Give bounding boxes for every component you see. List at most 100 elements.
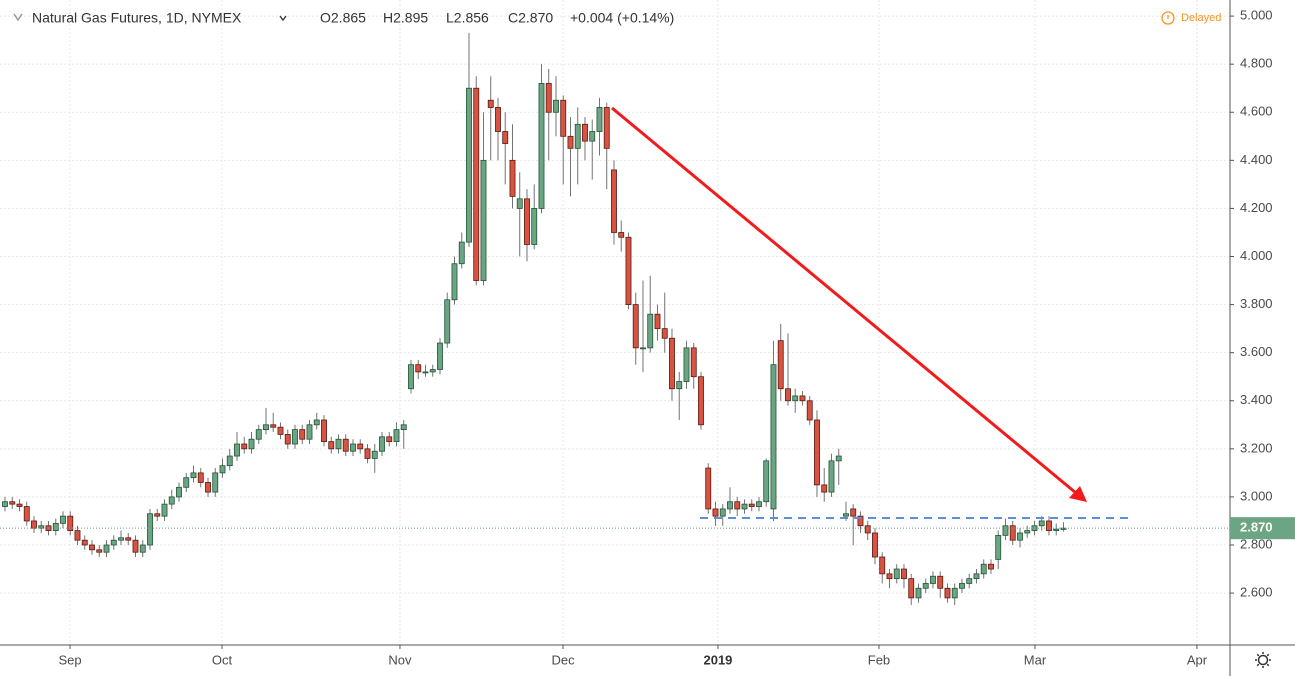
candle-body xyxy=(350,443,356,452)
candle-body xyxy=(205,482,211,493)
candle-body xyxy=(110,539,117,546)
candle-body xyxy=(806,400,813,421)
candle-body xyxy=(270,424,277,428)
candle-body xyxy=(835,455,842,462)
y-tick-label: 4.200 xyxy=(1240,200,1273,215)
candle-body xyxy=(487,99,494,108)
candle-body xyxy=(799,395,806,402)
y-tick-label: 3.800 xyxy=(1240,296,1273,311)
candle-body xyxy=(226,455,233,467)
y-tick-label: 2.600 xyxy=(1240,585,1273,600)
candle-body xyxy=(553,99,559,113)
delayed-icon xyxy=(1161,11,1175,25)
candle-body xyxy=(777,340,784,390)
candle-body xyxy=(988,563,994,570)
candle-body xyxy=(1017,532,1023,541)
candle-body xyxy=(2,501,8,507)
candle-body xyxy=(676,381,683,390)
candle-body xyxy=(1009,525,1016,541)
candle-body xyxy=(241,443,248,450)
last-price-label: 2.870 xyxy=(1240,520,1273,535)
candle-body xyxy=(1053,528,1060,531)
candle-body xyxy=(618,232,625,238)
candle-body xyxy=(930,575,936,584)
candle-body xyxy=(582,123,588,142)
candle-body xyxy=(922,583,929,589)
candle-body xyxy=(705,467,712,510)
candle-body xyxy=(560,99,567,137)
candle-body xyxy=(176,486,182,498)
delayed-label[interactable]: Delayed xyxy=(1181,12,1221,24)
candle-body xyxy=(96,549,103,553)
ohlc-change: +0.004 (+0.14%) xyxy=(570,10,674,26)
candle-body xyxy=(422,371,429,374)
candle-body xyxy=(647,313,654,349)
candle-body xyxy=(792,395,799,402)
candle-body xyxy=(1024,530,1031,534)
candle-body xyxy=(850,508,857,517)
dropdown-icon[interactable] xyxy=(279,15,287,22)
candle-body xyxy=(502,131,509,144)
candle-body xyxy=(118,537,124,541)
candle-body xyxy=(9,501,16,505)
candle-body xyxy=(161,503,168,517)
candle-body xyxy=(197,472,204,483)
candle-body xyxy=(944,587,951,599)
candle-body xyxy=(959,583,965,589)
candle-body xyxy=(168,496,175,505)
candle-body xyxy=(277,426,284,435)
candle-body xyxy=(980,563,987,575)
candle-body xyxy=(603,107,610,149)
candle-body xyxy=(879,556,886,575)
candle-body xyxy=(589,131,596,142)
candle-body xyxy=(951,587,958,599)
candle-body xyxy=(190,472,197,479)
candle-body xyxy=(125,537,132,541)
candle-body xyxy=(480,159,487,281)
candle-body xyxy=(335,438,342,450)
candle-body xyxy=(52,522,59,531)
candle-body xyxy=(574,123,581,149)
y-tick-label: 3.400 xyxy=(1240,392,1273,407)
candle-body xyxy=(248,438,255,450)
y-tick-label: 3.200 xyxy=(1240,440,1273,455)
settings-teeth[interactable] xyxy=(1255,652,1271,668)
candle-body xyxy=(625,236,632,305)
candle-body xyxy=(495,107,501,132)
ohlc-close: C2.870 xyxy=(508,10,553,26)
candle-body xyxy=(342,438,349,452)
candle-body xyxy=(1031,525,1038,531)
candle-body xyxy=(31,520,37,529)
candle-body xyxy=(67,515,74,531)
candle-body xyxy=(973,573,980,580)
candle-body xyxy=(437,342,443,370)
candle-body xyxy=(821,484,828,493)
candle-body xyxy=(915,587,922,599)
candle-body xyxy=(908,578,915,599)
x-tick-label: Sep xyxy=(58,652,81,667)
candle-body xyxy=(444,299,451,344)
collapse-icon[interactable] xyxy=(13,13,23,22)
x-tick-label: Dec xyxy=(551,652,575,667)
x-tick-label: Feb xyxy=(868,652,890,667)
candle-body xyxy=(843,513,849,517)
candle-body xyxy=(364,448,371,459)
candle-body xyxy=(321,419,327,443)
x-tick-label: 2019 xyxy=(703,652,732,667)
candle-body xyxy=(263,424,269,430)
candle-body xyxy=(393,429,400,443)
y-tick-label: 2.800 xyxy=(1240,536,1273,551)
candle-body xyxy=(255,429,262,440)
candle-body xyxy=(669,337,675,390)
candle-body xyxy=(640,347,646,350)
settings-gear[interactable] xyxy=(1257,654,1269,666)
candle-body xyxy=(103,544,110,553)
candle-body xyxy=(473,87,480,281)
chart-title: Natural Gas Futures, 1D, NYMEX xyxy=(32,10,242,26)
candle-body xyxy=(147,513,153,546)
settings-icon[interactable] xyxy=(1255,652,1271,668)
y-tick-label: 3.600 xyxy=(1240,344,1273,359)
y-tick-label: 4.600 xyxy=(1240,104,1273,119)
candle-body xyxy=(1002,525,1009,536)
